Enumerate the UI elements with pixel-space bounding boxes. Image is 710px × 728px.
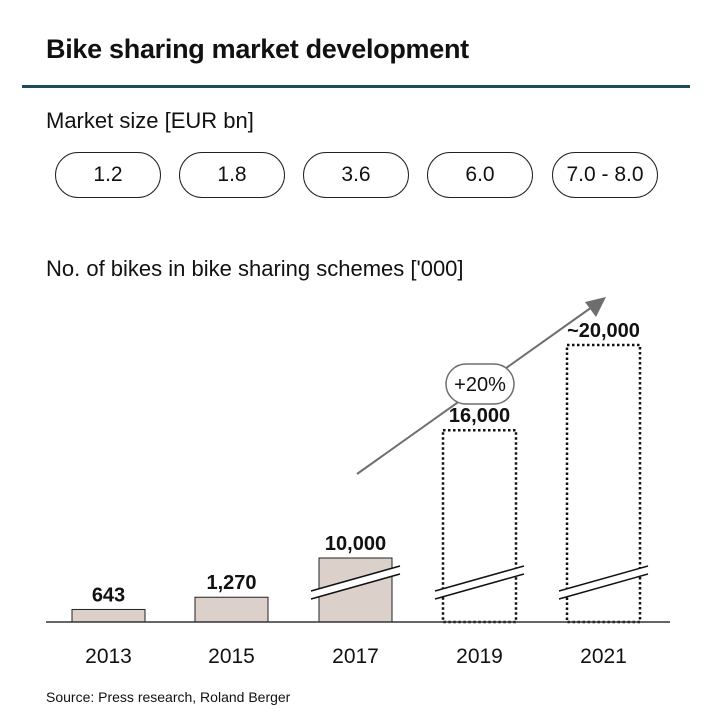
market-size-pill: 3.6 — [303, 152, 409, 198]
market-size-pill: 7.0 - 8.0 — [552, 152, 658, 198]
x-tick-label: 2013 — [85, 645, 132, 668]
data-label: 16,000 — [449, 405, 510, 427]
data-label: 643 — [92, 584, 125, 606]
source-note: Source: Press research, Roland Berger — [46, 689, 291, 705]
axis-break-gap — [435, 566, 524, 599]
title-divider — [22, 85, 690, 88]
arrow-head-icon — [585, 297, 606, 317]
x-tick-label: 2015 — [208, 645, 255, 668]
x-tick-label: 2021 — [580, 645, 627, 668]
x-tick-label: 2017 — [332, 645, 379, 668]
x-tick-label: 2019 — [456, 645, 503, 668]
data-label: 1,270 — [206, 572, 256, 594]
growth-pill — [445, 363, 515, 405]
bar — [194, 596, 269, 623]
page-title: Bike sharing market development — [46, 34, 469, 64]
axis-break-line — [310, 565, 401, 592]
market-size-label: Market size [EUR bn] — [46, 108, 254, 133]
growth-label: +20% — [454, 374, 506, 396]
data-label: 10,000 — [325, 533, 386, 555]
axis-break-line — [434, 573, 525, 600]
market-size-pill: 6.0 — [427, 152, 533, 198]
data-label: ~20,000 — [567, 320, 640, 342]
market-size-pill: 1.8 — [179, 152, 285, 198]
bar — [71, 608, 146, 623]
chart-title: No. of bikes in bike sharing schemes ['0… — [46, 256, 464, 281]
market-size-pill: 1.2 — [55, 152, 161, 198]
axis-break-gap — [559, 566, 648, 599]
axis-break-line — [558, 565, 649, 592]
axis-break-line — [558, 573, 649, 600]
axis-break-line — [434, 565, 525, 592]
axis-break-gap — [311, 566, 400, 599]
axis-break-line — [310, 573, 401, 600]
